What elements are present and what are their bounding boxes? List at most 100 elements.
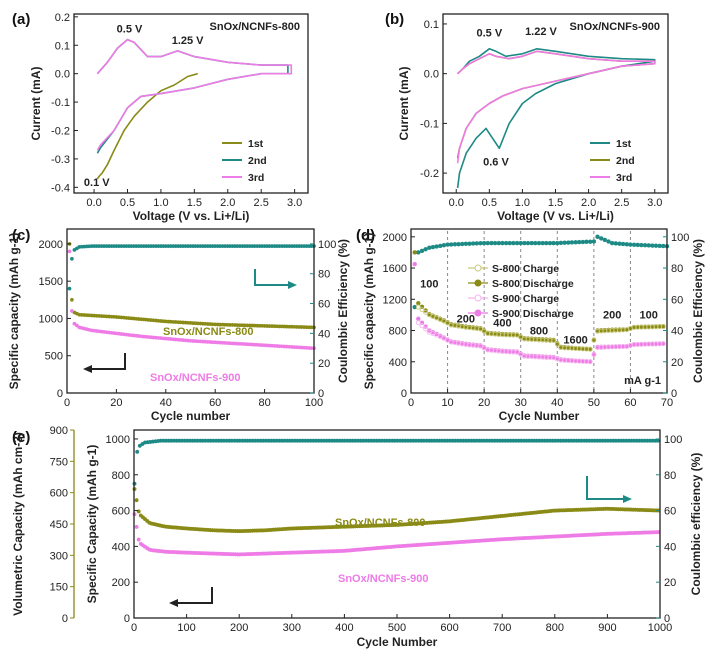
capacity-point-s900-charge (518, 351, 524, 357)
rate-unit-label: mA g-1 (624, 375, 661, 387)
capacity-point-s900-charge (478, 343, 483, 349)
capacity-point-s900-discharge (412, 261, 417, 267)
capacity-point-s800-charge (419, 307, 425, 313)
plot-frame-c (66, 228, 315, 394)
legend-marker-d-0 (474, 264, 482, 272)
rate-label: 1600 (563, 335, 587, 347)
x-tick-label-a: 0.5 (120, 197, 135, 209)
left-axis-arrow (88, 353, 126, 370)
y3-axis-label-e: Volumetric Capacity (mAh cm-3) (11, 432, 25, 616)
x-tick-label-a: 2.5 (254, 197, 269, 209)
y-tick-label-b: 0.0 (424, 69, 439, 81)
y-tick-label-d: 400 (389, 357, 407, 369)
x-tick-label-e: 300 (283, 622, 301, 634)
efficiency-point (584, 239, 589, 245)
legend-label-d-1: S-800 Discharge (492, 278, 574, 290)
panel-label-c: (c) (12, 227, 30, 244)
legend-marker-d-2 (474, 294, 482, 302)
x-tick-label-c: 40 (160, 397, 172, 409)
y2-axis-label-e: Coulombic efficiency (%) (689, 453, 703, 596)
capacity-point-s900-charge (419, 323, 425, 329)
y3-tick-label-e: 600 (50, 488, 68, 500)
rate-label: 100 (640, 310, 658, 322)
x-tick-label-c: 20 (110, 397, 122, 409)
efficiency-point (514, 240, 520, 246)
legend-label-d-3: S-900 Discharge (492, 308, 574, 320)
rate-label: 200 (457, 314, 475, 326)
efficiency-point (518, 240, 523, 246)
efficiency-point (445, 242, 450, 247)
right-axis-arrow (254, 269, 292, 286)
efficiency-point (580, 239, 586, 245)
efficiency-point (434, 244, 439, 249)
efficiency-point (595, 234, 600, 240)
y-tick-label-d: 2000 (383, 232, 407, 244)
x-tick-label-d: 0 (408, 397, 414, 409)
efficiency-point (544, 240, 549, 246)
x-tick-label-e: 400 (335, 622, 353, 634)
x-tick-label-b: 3.0 (647, 197, 662, 209)
y-tick-label-b: -0.1 (420, 118, 439, 130)
efficiency-point (419, 248, 425, 254)
y2-tick-label-d: 20 (671, 357, 683, 369)
frames-layer (66, 13, 669, 619)
y-tick-label-b: 0.1 (424, 19, 439, 31)
panel-title-b: SnOx/NCNFs-900 (570, 21, 660, 33)
x-tick-label-d: 50 (588, 397, 600, 409)
x-tick-label-b: 1.0 (515, 197, 530, 209)
efficiency-point (639, 242, 644, 248)
efficiency-point (653, 243, 659, 248)
y-tick-label-d: 1200 (383, 294, 407, 306)
efficiency-point (533, 240, 538, 246)
efficiency-point (460, 241, 465, 247)
panel-label-a: (a) (12, 11, 30, 28)
legend-marker-d-1 (474, 279, 482, 287)
y-tick-label-a: 0.2 (55, 12, 70, 24)
y2-tick-label-c: 20 (318, 358, 330, 370)
efficiency-point (646, 243, 651, 248)
legend-label-a-2: 3rd (248, 172, 264, 184)
efficiency-point (599, 236, 604, 241)
series-label-800: SnOx/NCNFs-800 (335, 517, 425, 529)
y-tick-label-a: -0.1 (51, 97, 70, 109)
y-axis-label-e: Specific Capacity (mAh g-1) (85, 445, 99, 604)
y-axis-label-a: Current (mA) (29, 66, 43, 140)
efficiency-point (474, 241, 479, 246)
efficiency-point (492, 240, 498, 246)
efficiency-point (657, 243, 662, 249)
efficiency-point (650, 243, 655, 248)
x-axis-label-b: Voltage (V vs. Li+/Li) (497, 209, 614, 223)
efficiency-point (573, 240, 578, 245)
efficiency-point (496, 240, 501, 246)
capacity-point-s900-charge (587, 359, 593, 365)
efficiency-point (588, 239, 593, 244)
x-axis-label-d: Cycle Number (499, 409, 580, 423)
x-tick-label-b: 0.0 (449, 197, 464, 209)
capacity-point-s800-discharge (416, 301, 421, 306)
data-layer (67, 38, 670, 607)
efficiency-point (577, 239, 582, 245)
panel-label-b: (b) (385, 11, 404, 28)
y-tick-label-a: 0.0 (55, 69, 70, 81)
efficiency-point (569, 240, 575, 245)
efficiency-point (642, 242, 648, 248)
y2-tick-label-c: 80 (318, 269, 330, 281)
y2-tick-label-e: 60 (664, 506, 676, 518)
efficiency-point (503, 240, 509, 246)
efficiency-point (481, 240, 487, 246)
legend-label-d-2: S-900 Charge (492, 293, 559, 305)
y2-axis-label-c: Coulombic Efficiency (%) (336, 239, 350, 383)
efficiency-point (430, 244, 436, 250)
x-tick-label-a: 2.0 (220, 197, 235, 209)
x-tick-label-e: 700 (493, 622, 511, 634)
x-tick-label-e: 800 (546, 622, 564, 634)
series-label-900: SnOx/NCNFs-900 (338, 573, 428, 585)
efficiency-point (485, 240, 490, 246)
efficiency-point (427, 245, 432, 250)
efficiency-point (635, 242, 640, 248)
capacity-point-s900-charge (423, 326, 429, 332)
y-axis-label-d: Specific capacity (mAh g-1) (362, 233, 376, 390)
text-layer: 0.0 0.5 1.0 1.5 2.0 2.5 3.0 -0.4 -0.3 -0.2 -0.1 0.0… (7, 11, 705, 649)
plot-frame-d (410, 228, 668, 394)
